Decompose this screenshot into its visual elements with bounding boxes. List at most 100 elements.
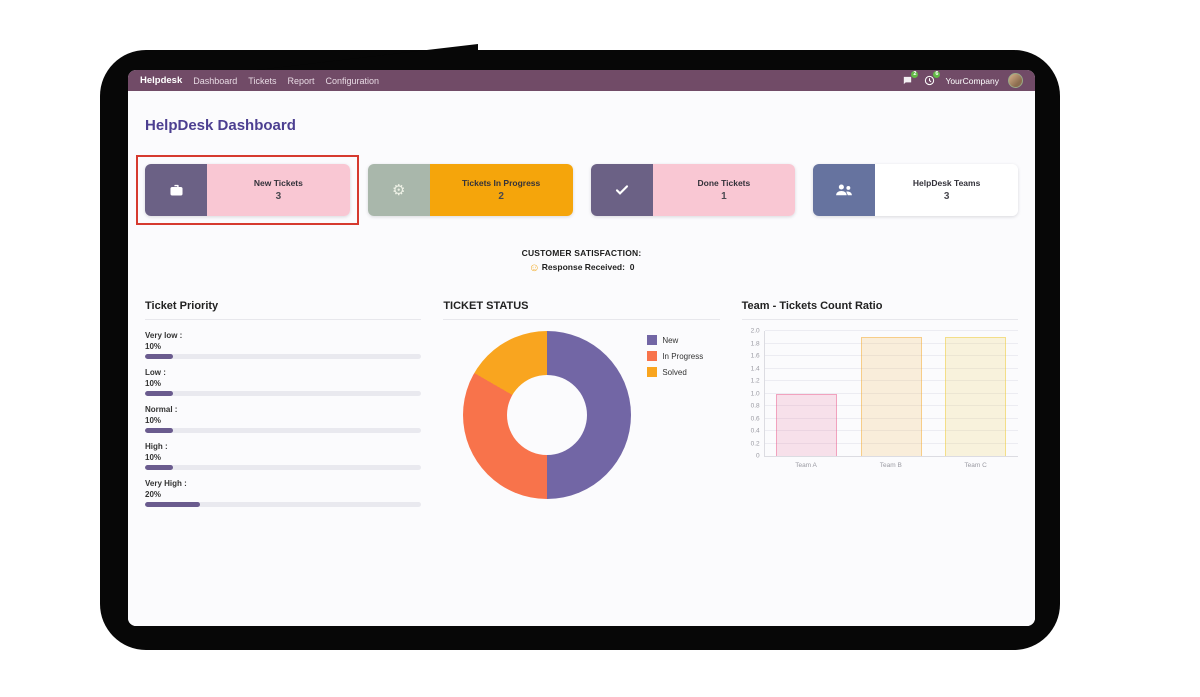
satisfaction-line: ☺ Response Received: 0	[128, 262, 1035, 274]
priority-bars: Very low : 10% Low : 10% Normal : 10% High : 10…	[145, 331, 422, 507]
kpi-card-title: Done Tickets	[697, 178, 751, 188]
app-brand[interactable]: Helpdesk	[140, 75, 183, 86]
kpi-cards-row: New Tickets 3 ⚙ Tickets In Progress 2 Done Ti…	[136, 155, 1018, 225]
gridline	[764, 342, 1018, 344]
priority-label: Normal :	[145, 405, 178, 414]
legend-label: New	[662, 335, 679, 345]
kpi-card-inner: ⚙ Tickets In Progress 2	[367, 164, 573, 216]
priority-bar-track	[145, 428, 422, 433]
kpi-card-new-tickets[interactable]: New Tickets 3	[136, 155, 359, 225]
gridline	[764, 405, 1018, 406]
y-tick-label: 1.6	[750, 352, 760, 360]
priority-value: 10%	[145, 342, 162, 351]
kpi-card-body: Tickets In Progress 2	[429, 164, 573, 216]
priority-row: Very low : 10%	[145, 331, 422, 359]
priority-bar-fill	[145, 428, 173, 433]
nav-item-tickets[interactable]: Tickets	[248, 75, 277, 86]
priority-bar-track	[145, 502, 422, 507]
status-chart-body: New In Progress Solved	[443, 331, 719, 499]
kpi-card-count: 3	[943, 191, 950, 202]
nav-item-dashboard[interactable]: Dashboard	[193, 75, 238, 86]
team-chart-body: 2.0 1.8 1.6 1.4 1.2 1.0 0.8 0.6 0.4 0.2 0 Team A Te…	[742, 328, 1018, 469]
gridline	[764, 330, 1018, 331]
divider	[443, 319, 720, 320]
y-tick-label: 0.4	[750, 427, 760, 435]
gridline	[764, 417, 1018, 419]
smiley-icon: ☺	[528, 262, 540, 274]
kpi-card-title: New Tickets	[253, 178, 303, 188]
y-axis: 2.0 1.8 1.6 1.4 1.2 1.0 0.8 0.6 0.4 0.2 0	[742, 328, 764, 460]
status-chart-title: TICKET STATUS	[443, 300, 529, 312]
kpi-card-inner: HelpDesk Teams 3	[813, 164, 1018, 216]
priority-bar-track	[145, 354, 422, 359]
nav-item-configuration[interactable]: Configuration	[325, 75, 380, 86]
priority-bar-track	[145, 391, 422, 396]
gridline	[764, 355, 1018, 356]
nav-item-report[interactable]: Report	[287, 75, 315, 86]
divider	[741, 319, 1018, 320]
ticket-priority-chart: Ticket Priority Very low : 10% Low : 10% Nor…	[145, 300, 422, 516]
gear-icon: ⚙	[367, 164, 430, 216]
charts-row: Ticket Priority Very low : 10% Low : 10% Nor…	[145, 300, 1018, 516]
priority-value: 10%	[145, 379, 162, 388]
team-plot-wrap: 2.0 1.8 1.6 1.4 1.2 1.0 0.8 0.6 0.4 0.2 0	[742, 328, 1018, 460]
briefcase-icon	[145, 164, 207, 216]
y-tick-label: 0.6	[750, 415, 760, 422]
bar-team-a[interactable]	[776, 393, 838, 456]
browser-screen: Helpdesk Dashboard Tickets Report Configura…	[128, 70, 1035, 626]
bar-team-b[interactable]	[860, 337, 922, 456]
kpi-card-done-tickets[interactable]: Done Tickets 1	[590, 164, 796, 216]
x-tick-label: Team B	[879, 462, 902, 469]
nav-menu: Dashboard Tickets Report Configuration	[193, 76, 379, 86]
kpi-card-count: 1	[721, 191, 727, 202]
y-tick-label: 1.4	[750, 365, 760, 372]
team-chart-title: Team - Tickets Count Ratio	[741, 300, 883, 312]
priority-label: Low :	[145, 368, 166, 377]
gridline	[764, 380, 1018, 381]
company-name[interactable]: YourCompany	[945, 75, 999, 86]
priority-row: Normal : 10%	[145, 405, 422, 433]
kpi-card-tickets-in-progress[interactable]: ⚙ Tickets In Progress 2	[367, 164, 573, 216]
priority-row: Low : 10%	[145, 368, 422, 396]
priority-label: High :	[145, 442, 168, 451]
dashboard-page: HelpDesk Dashboard New Tickets 3 ⚙ Tickets …	[128, 91, 1035, 626]
priority-bar-fill	[145, 502, 201, 507]
divider	[145, 319, 422, 320]
donut-chart[interactable]	[463, 331, 632, 499]
user-avatar[interactable]	[1008, 73, 1023, 88]
kpi-card-body: Done Tickets 1	[652, 164, 796, 216]
users-icon	[813, 164, 876, 216]
priority-bar-track	[145, 465, 422, 470]
kpi-card-title: HelpDesk Teams	[912, 178, 981, 188]
bar-plot-area	[763, 330, 1018, 457]
kpi-card-helpdesk-teams[interactable]: HelpDesk Teams 3	[813, 164, 1018, 216]
satisfaction-heading: CUSTOMER SATISFACTION:	[521, 248, 642, 258]
gridline	[764, 392, 1018, 394]
bar-team-c[interactable]	[945, 337, 1007, 456]
customer-satisfaction: CUSTOMER SATISFACTION: ☺ Response Receive…	[128, 248, 1035, 274]
chart-legend: New In Progress Solved	[647, 335, 703, 383]
priority-bar-fill	[145, 391, 173, 396]
legend-swatch	[647, 367, 658, 377]
messages-icon[interactable]: 2	[901, 71, 919, 87]
legend-swatch	[647, 335, 658, 345]
priority-row: High : 10%	[145, 442, 422, 470]
activities-icon[interactable]: 6	[923, 71, 941, 87]
x-tick-label: Team A	[795, 462, 817, 469]
priority-row: Very High : 20%	[145, 479, 422, 507]
priority-chart-title: Ticket Priority	[145, 300, 219, 312]
priority-label: Very low :	[145, 331, 183, 340]
gridline	[764, 430, 1018, 431]
kpi-card-count: 2	[498, 191, 504, 202]
top-navbar: Helpdesk Dashboard Tickets Report Configura…	[128, 70, 1035, 91]
x-axis-labels: Team A Team B Team C	[764, 457, 1018, 469]
legend-item-new: New	[647, 335, 703, 345]
navbar-right: 2 6 YourCompany	[901, 71, 1023, 88]
kpi-card-count: 3	[275, 191, 282, 202]
priority-value: 20%	[145, 490, 162, 499]
legend-item-in-progress: In Progress	[647, 351, 703, 361]
gridline	[764, 367, 1018, 369]
y-tick-label: 0.2	[750, 440, 760, 447]
y-tick-label: 1.0	[750, 390, 760, 397]
kpi-card-body: HelpDesk Teams 3	[875, 164, 1018, 216]
